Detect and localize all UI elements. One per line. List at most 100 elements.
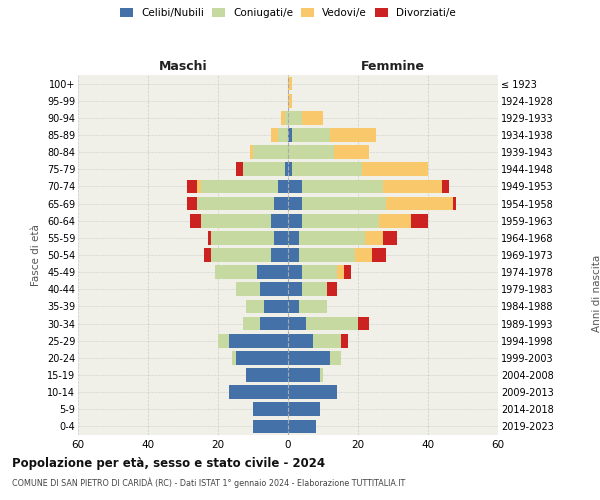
Bar xyxy=(277,180,288,194)
Bar xyxy=(288,76,292,90)
Bar xyxy=(313,334,341,347)
Bar xyxy=(372,248,386,262)
Bar xyxy=(246,368,288,382)
Bar xyxy=(302,180,383,194)
Text: Maschi: Maschi xyxy=(158,60,208,72)
Bar xyxy=(299,231,365,244)
Bar xyxy=(215,266,257,279)
Bar xyxy=(260,316,288,330)
Bar xyxy=(246,300,263,314)
Bar xyxy=(235,162,242,176)
Legend: Celibi/Nubili, Coniugati/e, Vedovi/e, Divorziati/e: Celibi/Nubili, Coniugati/e, Vedovi/e, Di… xyxy=(120,8,456,18)
Bar xyxy=(288,180,302,194)
Bar xyxy=(274,196,288,210)
Bar xyxy=(383,231,397,244)
Bar xyxy=(288,128,292,142)
Bar xyxy=(302,266,337,279)
Bar xyxy=(358,316,368,330)
Bar xyxy=(288,386,337,399)
Bar xyxy=(361,162,428,176)
Bar xyxy=(334,146,368,159)
Bar xyxy=(232,351,235,364)
Bar xyxy=(263,300,288,314)
Bar xyxy=(190,214,200,228)
Bar xyxy=(302,282,326,296)
Bar xyxy=(292,128,330,142)
Bar xyxy=(305,316,358,330)
Bar xyxy=(257,266,288,279)
Bar xyxy=(292,162,361,176)
Bar xyxy=(288,231,299,244)
Bar xyxy=(288,351,330,364)
Bar xyxy=(271,248,288,262)
Bar xyxy=(442,180,449,194)
Bar xyxy=(302,214,379,228)
Bar xyxy=(253,146,288,159)
Bar xyxy=(288,214,302,228)
Y-axis label: Fasce di età: Fasce di età xyxy=(31,224,41,286)
Bar xyxy=(341,334,347,347)
Bar xyxy=(288,162,292,176)
Text: COMUNE DI SAN PIETRO DI CARIDÀ (RC) - Dati ISTAT 1° gennaio 2024 - Elaborazione : COMUNE DI SAN PIETRO DI CARIDÀ (RC) - Da… xyxy=(12,478,405,488)
Text: Popolazione per età, sesso e stato civile - 2024: Popolazione per età, sesso e stato civil… xyxy=(12,458,325,470)
Bar xyxy=(302,196,386,210)
Bar xyxy=(330,128,376,142)
Bar xyxy=(211,231,274,244)
Bar xyxy=(299,300,326,314)
Bar xyxy=(386,196,452,210)
Bar xyxy=(271,214,288,228)
Bar xyxy=(229,334,288,347)
Bar xyxy=(299,248,355,262)
Bar xyxy=(344,266,351,279)
Text: Femmine: Femmine xyxy=(361,60,425,72)
Bar xyxy=(208,231,211,244)
Bar xyxy=(235,351,288,364)
Bar xyxy=(330,351,341,364)
Bar xyxy=(211,248,271,262)
Text: Anni di nascita: Anni di nascita xyxy=(592,255,600,332)
Bar xyxy=(274,231,288,244)
Bar xyxy=(187,180,197,194)
Bar xyxy=(187,196,197,210)
Bar xyxy=(200,180,277,194)
Bar xyxy=(379,214,410,228)
Bar xyxy=(320,368,323,382)
Bar xyxy=(288,94,292,108)
Bar xyxy=(235,282,260,296)
Bar xyxy=(288,300,299,314)
Bar xyxy=(284,162,288,176)
Bar xyxy=(242,316,260,330)
Bar xyxy=(229,386,288,399)
Bar xyxy=(288,282,302,296)
Bar xyxy=(271,128,277,142)
Bar xyxy=(288,334,313,347)
Bar xyxy=(355,248,372,262)
Bar xyxy=(288,111,302,124)
Bar xyxy=(326,282,337,296)
Bar xyxy=(288,420,316,434)
Bar xyxy=(337,266,344,279)
Bar xyxy=(218,334,229,347)
Bar xyxy=(281,111,284,124)
Bar xyxy=(260,282,288,296)
Bar xyxy=(452,196,456,210)
Bar xyxy=(288,402,320,416)
Bar xyxy=(253,402,288,416)
Bar xyxy=(288,248,299,262)
Bar xyxy=(302,111,323,124)
Bar xyxy=(197,180,200,194)
Bar xyxy=(284,111,288,124)
Bar xyxy=(277,128,288,142)
Bar xyxy=(200,214,271,228)
Bar xyxy=(288,146,334,159)
Bar xyxy=(288,316,305,330)
Bar xyxy=(288,196,302,210)
Bar xyxy=(410,214,428,228)
Bar xyxy=(383,180,442,194)
Bar xyxy=(197,196,274,210)
Bar xyxy=(242,162,284,176)
Bar xyxy=(288,368,320,382)
Bar xyxy=(250,146,253,159)
Bar xyxy=(288,266,302,279)
Bar xyxy=(365,231,383,244)
